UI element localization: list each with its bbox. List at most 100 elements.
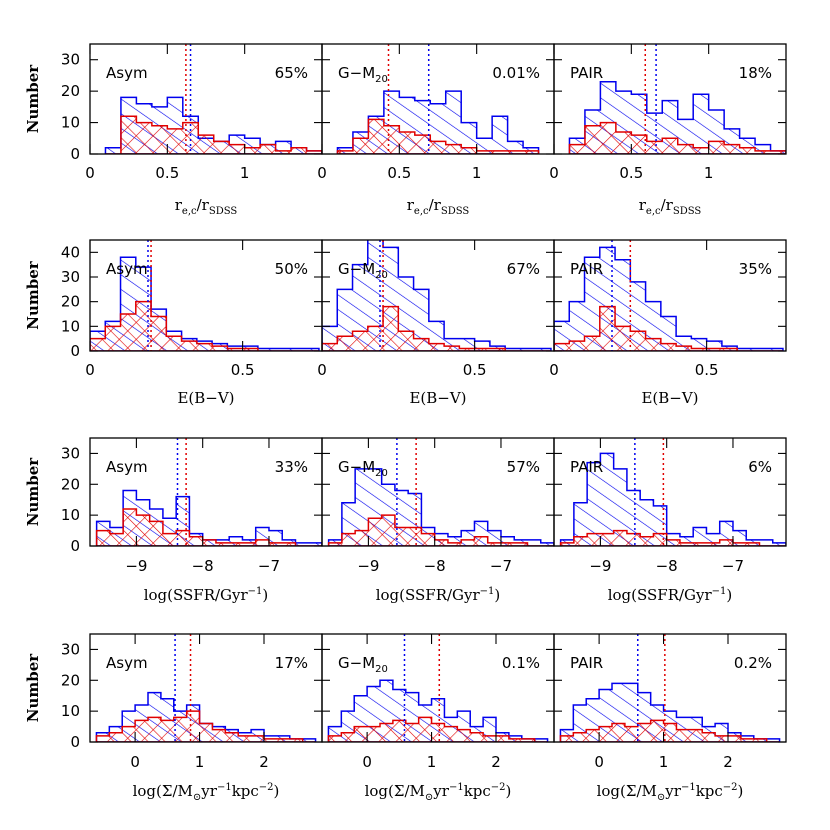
y-axis-label: Number xyxy=(24,64,42,134)
x-axis-label: log(Σ/M⊙yr−1kpc−2) xyxy=(597,782,744,803)
x-axis-label: re,c/rSDSS xyxy=(639,196,702,217)
ks-probability: 57% xyxy=(507,458,540,476)
panel-row2-col1: 0 0.5 Asym 50% E(B−V) xyxy=(85,239,323,407)
x-tick-label: −9 xyxy=(125,557,147,575)
panel-row1-col2: 0 0.5 1 G−M20 0.01% re,c/rSDSS xyxy=(317,43,555,217)
x-tick-label: 0 xyxy=(85,361,95,379)
y-tick-label: 20 xyxy=(61,82,80,100)
blue-histogram xyxy=(322,240,552,351)
panel-frame xyxy=(553,437,787,547)
histogram-row-2: Number 0 10 20 30 40 0 0.5 Asym 50% E(B−V) 0 0.5 G−M2… xyxy=(24,239,787,407)
panel-frame xyxy=(553,43,787,155)
panel-label: PAIR xyxy=(570,654,603,672)
panel-label: G−M20 xyxy=(338,64,388,85)
red-histogram xyxy=(322,305,551,351)
y-tick-label: 30 xyxy=(61,268,80,286)
red-histogram xyxy=(559,529,786,546)
y-tick-label: 10 xyxy=(61,114,80,132)
x-tick-label: −9 xyxy=(357,557,379,575)
x-tick-label: −8 xyxy=(656,557,678,575)
red-histogram xyxy=(90,300,319,351)
x-axis-label: E(B−V) xyxy=(641,389,698,407)
x-axis-label: log(Σ/M⊙yr−1kpc−2) xyxy=(365,782,512,803)
x-tick-label: 0 xyxy=(317,361,327,379)
y-axis-label: Number xyxy=(24,260,42,330)
y-axis-label: Number xyxy=(24,457,42,527)
panel-row2-col2: 0 0.5 G−M20 67% E(B−V) xyxy=(317,239,555,407)
x-tick-label: −7 xyxy=(490,557,512,575)
x-axis-label: E(B−V) xyxy=(177,389,234,407)
red-histogram xyxy=(568,121,786,154)
panel-label: Asym xyxy=(106,458,148,476)
x-axis-label: E(B−V) xyxy=(409,389,466,407)
y-tick-label: 0 xyxy=(70,145,80,163)
panel-label: PAIR xyxy=(570,64,603,82)
red-histogram xyxy=(554,305,783,351)
y-tick-label: 10 xyxy=(61,317,80,335)
x-tick-label: 0 xyxy=(362,753,372,771)
x-tick-label: 0.5 xyxy=(231,361,255,379)
panel-row1-col3: 0 0.5 1 PAIR 18% re,c/rSDSS xyxy=(549,43,787,217)
ks-probability: 18% xyxy=(739,64,772,82)
x-tick-label: −9 xyxy=(589,557,611,575)
x-tick-label: −8 xyxy=(424,557,446,575)
ks-probability: 0.1% xyxy=(502,654,540,672)
red-histogram xyxy=(336,118,540,154)
blue-histogram xyxy=(559,452,786,546)
panel-row3-col1: −9 −8 −7 Asym 33% log(SSFR/Gyr−1) xyxy=(89,437,323,604)
x-tick-label: 0 xyxy=(594,753,604,771)
x-tick-label: 0 xyxy=(317,164,327,182)
x-axis-label: log(SSFR/Gyr−1) xyxy=(144,586,269,604)
x-axis-label: re,c/rSDSS xyxy=(175,196,238,217)
x-tick-label: 1 xyxy=(704,164,714,182)
y-tick-label: 10 xyxy=(61,702,80,720)
panel-row3-col2: −9 −8 −7 G−M20 57% log(SSFR/Gyr−1) xyxy=(321,437,555,604)
x-tick-label: 1 xyxy=(195,753,205,771)
x-tick-label: 1 xyxy=(240,164,250,182)
x-tick-label: −7 xyxy=(258,557,280,575)
y-tick-label: 0 xyxy=(70,342,80,360)
y-tick-label: 30 xyxy=(61,51,80,69)
panel-row2-col3: 0 0.5 PAIR 35% E(B−V) xyxy=(549,239,787,407)
red-histogram xyxy=(327,716,548,742)
x-axis-label: log(SSFR/Gyr−1) xyxy=(608,586,733,604)
y-tick-label: 20 xyxy=(61,671,80,689)
ks-probability: 35% xyxy=(739,260,772,278)
y-tick-label: 40 xyxy=(61,243,80,261)
ks-probability: 33% xyxy=(275,458,308,476)
x-axis-label: log(Σ/M⊙yr−1kpc−2) xyxy=(133,782,280,803)
x-tick-label: −8 xyxy=(192,557,214,575)
panel-frame xyxy=(553,239,787,352)
x-tick-label: 0.5 xyxy=(619,164,643,182)
x-axis-label: re,c/rSDSS xyxy=(407,196,470,217)
panel-label: G−M20 xyxy=(338,260,388,281)
ks-probability: 17% xyxy=(275,654,308,672)
x-tick-label: 0 xyxy=(85,164,95,182)
ks-probability: 0.2% xyxy=(734,654,772,672)
panel-row3-col3: −9 −8 −7 PAIR 6% log(SSFR/Gyr−1) xyxy=(553,437,787,604)
x-tick-label: 0.5 xyxy=(463,361,487,379)
ks-probability: 50% xyxy=(275,260,308,278)
x-tick-label: 2 xyxy=(723,753,733,771)
x-tick-label: 2 xyxy=(259,753,269,771)
y-tick-label: 10 xyxy=(61,506,80,524)
y-tick-label: 20 xyxy=(61,475,80,493)
panel-label: G−M20 xyxy=(338,458,388,479)
ks-probability: 0.01% xyxy=(492,64,540,82)
panel-label: Asym xyxy=(106,260,148,278)
panel-row4-col1: 0 1 2 Asym 17% log(Σ/M⊙yr−1kpc−2) xyxy=(89,633,323,803)
y-tick-label: 0 xyxy=(70,733,80,751)
y-axis-label: Number xyxy=(24,653,42,723)
panel-label: Asym xyxy=(106,654,148,672)
y-tick-label: 30 xyxy=(61,640,80,658)
panel-label: G−M20 xyxy=(338,654,388,675)
y-tick-label: 20 xyxy=(61,293,80,311)
x-tick-label: −7 xyxy=(722,557,744,575)
x-tick-label: 0.5 xyxy=(155,164,179,182)
panel-label: PAIR xyxy=(570,458,603,476)
ks-probability: 67% xyxy=(507,260,540,278)
x-axis-label: log(SSFR/Gyr−1) xyxy=(376,586,501,604)
y-tick-label: 30 xyxy=(61,444,80,462)
